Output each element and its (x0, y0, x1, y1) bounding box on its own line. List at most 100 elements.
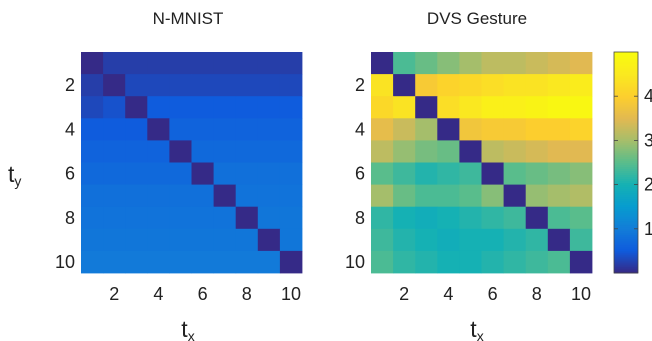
colorbar-band (614, 226, 638, 230)
colorbar-frame (613, 51, 639, 274)
heatmap-cell (191, 206, 214, 230)
heatmap-cell (191, 52, 214, 75)
heatmap-cell (393, 96, 416, 119)
heatmap-cell (81, 228, 104, 252)
heatmap-cell (147, 52, 170, 75)
heatmap-cell (393, 162, 416, 185)
colorbar-band (614, 108, 638, 111)
colorbar: 1 2 3 4 (613, 51, 652, 274)
heatmap-cell (437, 118, 460, 141)
heatmap-cell (147, 140, 170, 163)
heatmap-cell (191, 184, 214, 208)
heatmap-cell (569, 118, 593, 141)
colorbar-band (614, 74, 638, 77)
heatmap-cell (459, 162, 482, 185)
heatmap-cell (257, 206, 281, 230)
colorbar-band (614, 256, 638, 260)
colorbar-band (614, 92, 638, 95)
colorbar-band (614, 268, 638, 272)
colorbar-band (614, 52, 638, 55)
heatmap-cell (569, 140, 593, 163)
heatmap-cell (147, 162, 170, 185)
heatmap-cell (525, 140, 549, 163)
heatmap-cell (503, 250, 527, 274)
heatmap-cell (459, 74, 482, 97)
heatmap-cell (125, 184, 148, 208)
colorbar-tick-label: 2 (644, 175, 652, 195)
heatmap-cell (569, 96, 593, 119)
heatmap-cell (547, 74, 571, 97)
heatmap-cell (371, 118, 394, 141)
x-tick-label: 2 (399, 284, 409, 304)
colorbar-band (614, 270, 638, 274)
heatmap-cell (503, 228, 527, 252)
colorbar-band (614, 198, 638, 202)
colorbar-band (614, 190, 638, 194)
heatmap-cell (547, 52, 571, 75)
colorbar-band (614, 68, 638, 71)
heatmap-cell (169, 228, 192, 252)
heatmap-cell (213, 96, 237, 119)
heatmap-cell (459, 140, 482, 163)
x-tick-labels-dvs-gesture: 2 4 6 8 10 (399, 284, 591, 304)
colorbar-band (614, 248, 638, 252)
colorbar-band (614, 202, 638, 206)
heatmap-cell (257, 228, 281, 252)
colorbar-band (614, 192, 638, 196)
y-tick-label: 2 (65, 75, 75, 95)
heatmap-cell (547, 162, 571, 185)
heatmap-cell (125, 250, 148, 274)
heatmap-cell (235, 228, 259, 252)
heatmap-cell (437, 184, 460, 208)
chart-title-dvs-gesture: DVS Gesture (427, 9, 527, 28)
colorbar-band (614, 158, 638, 161)
colorbar-band (614, 236, 638, 240)
heatmap-cell (481, 228, 504, 252)
heatmap-cell (147, 206, 170, 230)
heatmap-cell (459, 228, 482, 252)
heatmap-cell (459, 250, 482, 274)
heatmap-cell (525, 184, 549, 208)
colorbar-band (614, 254, 638, 258)
colorbar-band (614, 186, 638, 190)
heatmap-cell (481, 250, 504, 274)
colorbar-band (614, 90, 638, 93)
colorbar-band (614, 96, 638, 99)
heatmap-cell (393, 206, 416, 230)
heatmap-cell (547, 184, 571, 208)
heatmap-cell (279, 140, 303, 163)
heatmap-cell (235, 250, 259, 274)
heatmap-cell (191, 228, 214, 252)
heatmap-cells-n-mnist (81, 52, 303, 274)
colorbar-band (614, 234, 638, 238)
colorbar-band (614, 252, 638, 256)
colorbar-band (614, 240, 638, 244)
heatmap-cell (481, 184, 504, 208)
heatmap-cell (235, 162, 259, 185)
colorbar-band (614, 214, 638, 218)
heatmap-cell (525, 206, 549, 230)
colorbar-band (614, 174, 638, 178)
heatmap-cell (481, 74, 504, 97)
heatmap-cell (147, 184, 170, 208)
colorbar-band (614, 224, 638, 228)
heatmap-cell (481, 96, 504, 119)
heatmap-cell (257, 184, 281, 208)
heatmap-n-mnist: N-MNIST 2 4 6 8 10 2 4 6 8 10 tx ty (8, 9, 303, 341)
colorbar-band (614, 178, 638, 182)
heatmap-cell (191, 250, 214, 274)
heatmap-cell (415, 250, 438, 274)
heatmap-cell (503, 96, 527, 119)
heatmap-cell (437, 74, 460, 97)
colorbar-band (614, 152, 638, 155)
heatmap-cell (235, 74, 259, 97)
heatmap-cell (81, 118, 104, 141)
colorbar-band (614, 262, 638, 266)
y-tick-label: 6 (355, 164, 365, 184)
heatmap-cell (191, 96, 214, 119)
heatmap-cell (503, 184, 527, 208)
heatmap-cell (437, 228, 460, 252)
heatmap-cell (393, 184, 416, 208)
heatmap-cell (371, 184, 394, 208)
heatmap-cell (525, 96, 549, 119)
